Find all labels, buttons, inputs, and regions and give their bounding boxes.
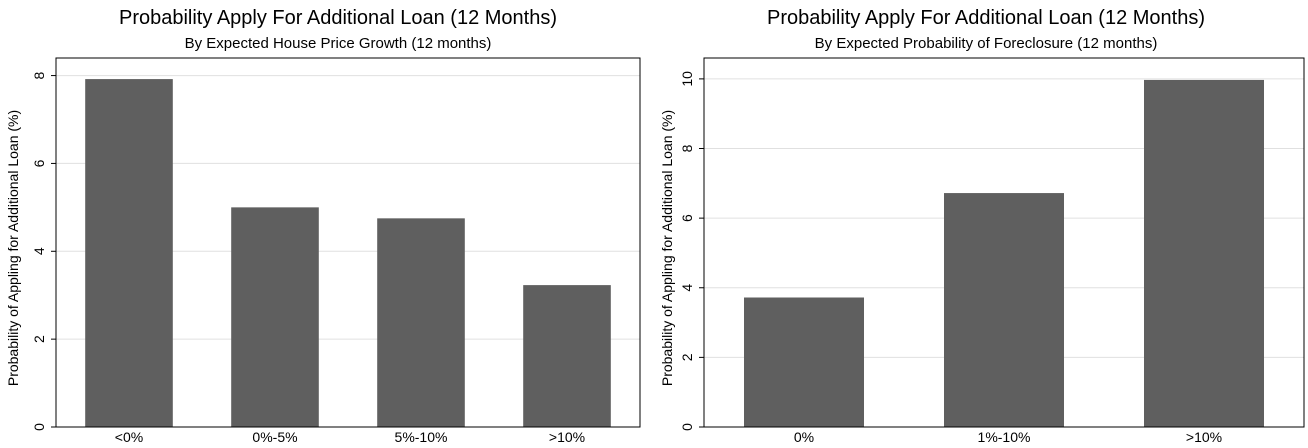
x-tick-label: 5%-10% — [395, 429, 448, 445]
plot-frame — [55, 57, 641, 428]
plot-area: 0 2 4 6 8 <0% 0%-5% 5%-10% >10% — [31, 57, 641, 445]
plot-frame — [703, 57, 1305, 428]
chart-title: Probability Apply For Additional Loan (1… — [119, 7, 557, 29]
chart-subtitle: By Expected House Price Growth (12 month… — [185, 35, 492, 52]
x-tick-label: 1%-10% — [978, 429, 1031, 445]
chart-house-price-growth: Probability Apply For Additional Loan (1… — [5, 7, 641, 445]
x-tick-label: 0%-5% — [252, 429, 297, 445]
chart-title: Probability Apply For Additional Loan (1… — [767, 7, 1205, 29]
y-tick-label: 2 — [31, 335, 47, 343]
y-tick-label: 4 — [679, 284, 695, 292]
bar — [744, 297, 864, 427]
y-tick-label: 4 — [31, 247, 47, 255]
y-tick-label: 2 — [679, 353, 695, 361]
y-axis-label: Probability of Appling for Additional Lo… — [659, 110, 675, 386]
y-tick-label: 8 — [31, 71, 47, 79]
chart-svg: Probability Apply For Additional Loan (1… — [5, 7, 641, 445]
bar — [1144, 79, 1264, 428]
y-tick-label: 10 — [679, 71, 695, 87]
bar — [85, 79, 173, 427]
y-tick-label: 8 — [679, 144, 695, 152]
bar — [231, 207, 319, 427]
bar — [523, 285, 611, 427]
chart-svg: Probability Apply For Additional Loan (1… — [659, 7, 1305, 445]
bar — [377, 218, 465, 427]
y-tick-label: 6 — [679, 214, 695, 222]
chart-foreclosure-probability: Probability Apply For Additional Loan (1… — [654, 0, 1308, 448]
y-tick-label: 0 — [679, 423, 695, 431]
x-tick-label: >10% — [549, 429, 585, 445]
y-axis-label: Probability of Appling for Additional Lo… — [5, 110, 21, 386]
x-tick-label: <0% — [115, 429, 143, 445]
bar — [944, 193, 1064, 427]
chart-subtitle: By Expected Probability of Foreclosure (… — [815, 35, 1158, 52]
x-tick-label: 0% — [794, 429, 814, 445]
y-tick-label: 0 — [31, 423, 47, 431]
y-tick-label: 6 — [31, 159, 47, 167]
x-tick-label: >10% — [1186, 429, 1222, 445]
plot-area: 0 2 4 6 8 10 0% 1%-10% >10% — [679, 57, 1305, 445]
